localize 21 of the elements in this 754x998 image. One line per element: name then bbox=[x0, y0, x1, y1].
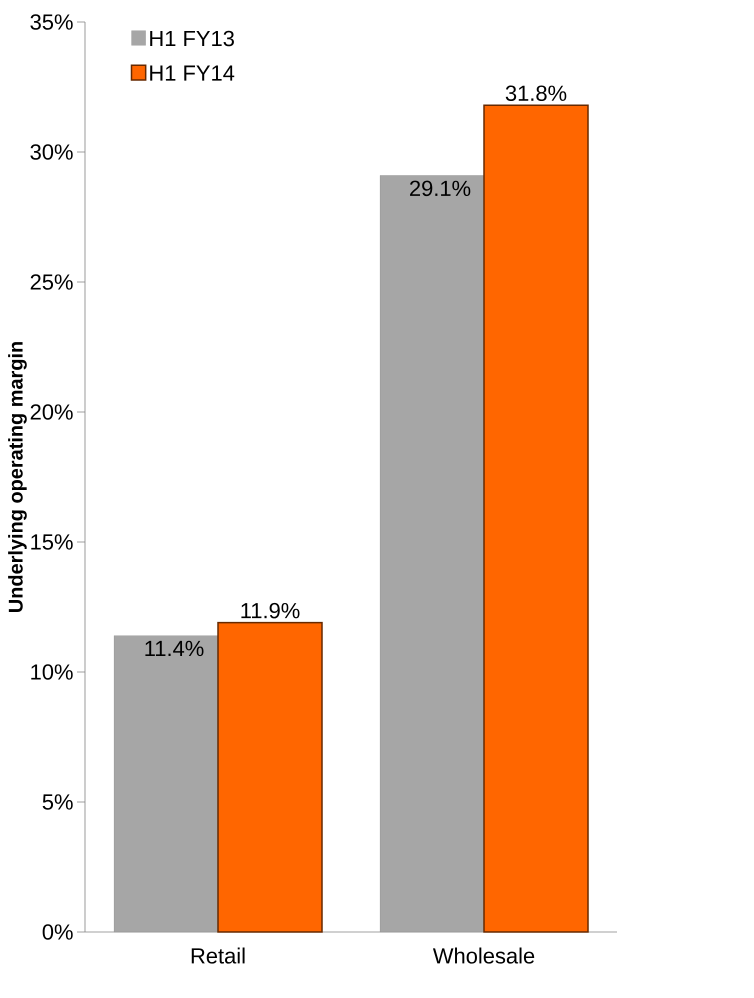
x-tick-label: Retail bbox=[192, 948, 245, 964]
data-label: 11.9% bbox=[241, 602, 300, 618]
y-tick-label: 5% bbox=[42, 794, 73, 810]
y-tick-label: 15% bbox=[31, 534, 73, 550]
data-label: 11.4% bbox=[145, 640, 204, 656]
data-label: 29.1% bbox=[410, 180, 470, 196]
data-label: 31.8% bbox=[506, 85, 566, 101]
y-tick-label: 30% bbox=[30, 144, 73, 160]
bar bbox=[380, 175, 484, 932]
bar bbox=[217, 622, 323, 933]
y-tick-label: 35% bbox=[30, 14, 73, 30]
bar bbox=[114, 636, 218, 932]
legend-label: H1 FY14 bbox=[150, 66, 234, 81]
x-tick-label: Wholesale bbox=[432, 948, 534, 964]
y-tick-label: 20% bbox=[30, 404, 73, 420]
y-axis-title: Underlying operating margin bbox=[8, 342, 27, 612]
y-tick-label: 25% bbox=[30, 274, 73, 290]
bar bbox=[483, 104, 589, 933]
y-tick-label: 0% bbox=[42, 924, 73, 940]
y-tick-label: 10% bbox=[31, 664, 73, 680]
legend-label: H1 FY13 bbox=[150, 30, 234, 46]
